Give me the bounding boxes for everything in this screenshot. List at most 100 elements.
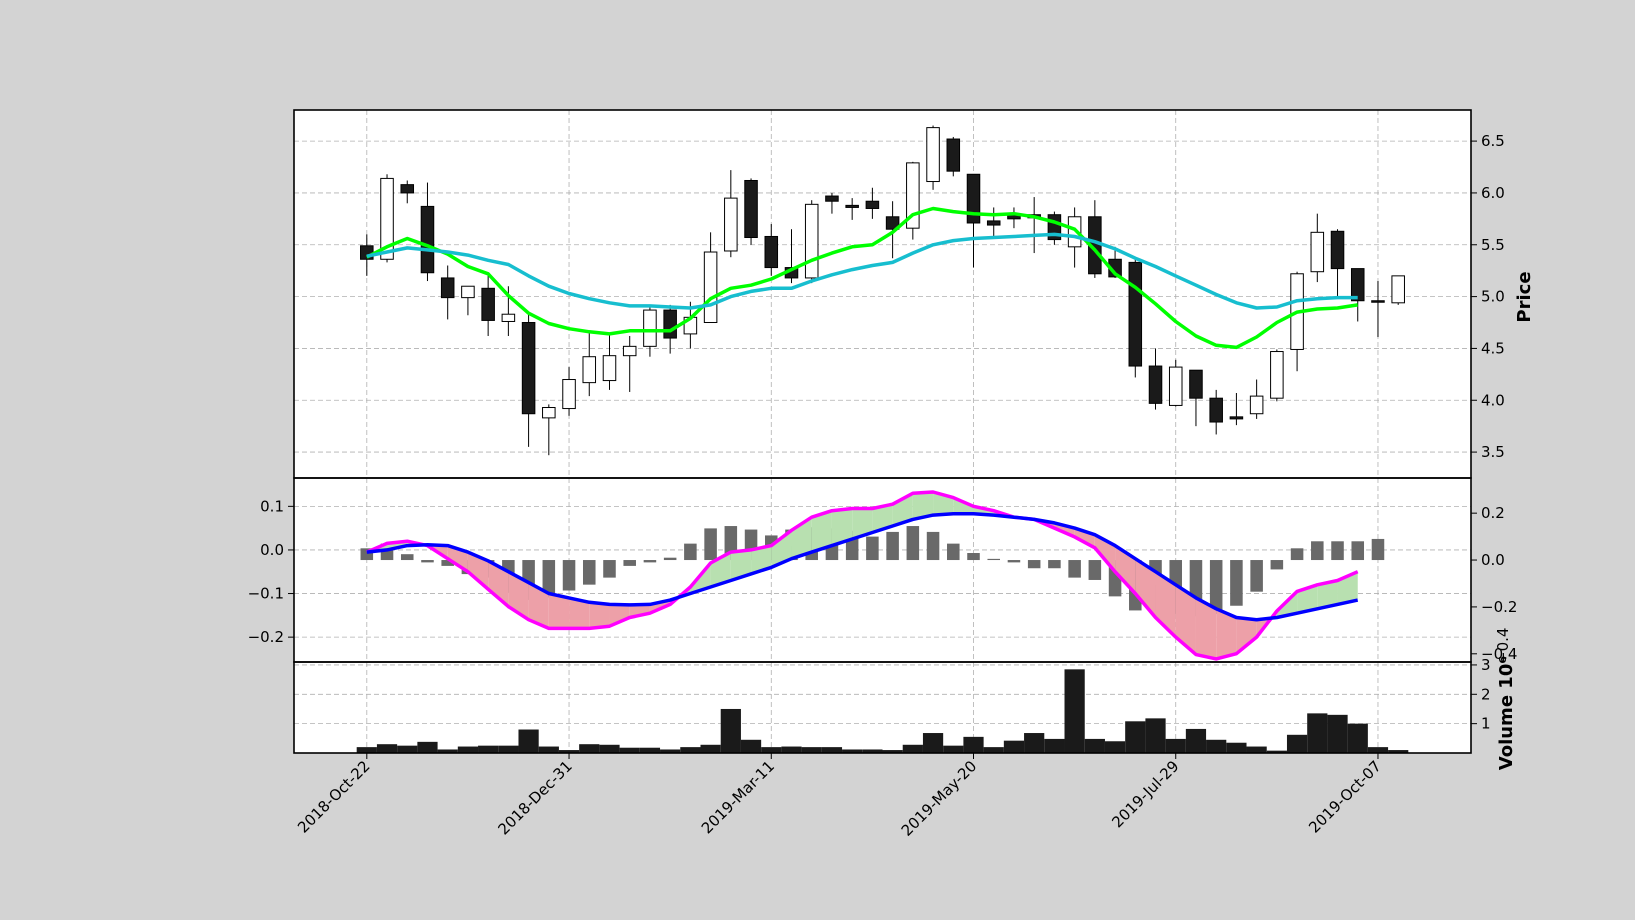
volume-bar <box>862 749 883 753</box>
volume-bar <box>538 746 559 753</box>
macd-right-tick-label: 0.0 <box>1481 551 1505 569</box>
volume-bar <box>397 745 418 753</box>
candle-body <box>1067 216 1082 248</box>
candle-body <box>804 203 819 279</box>
volume-bar <box>1125 721 1146 753</box>
price-y-tick-label: 5.5 <box>1481 236 1505 254</box>
volume-bar <box>1064 669 1085 753</box>
candle-body <box>1209 397 1223 423</box>
grid-lines <box>294 110 1471 753</box>
candle-body <box>582 356 597 384</box>
macd-fill-segment <box>488 560 509 607</box>
candle-body <box>724 197 738 252</box>
macd-marks <box>360 490 1385 661</box>
macd-fill-segment <box>811 510 832 553</box>
candle-body <box>1371 300 1385 303</box>
macd-fill-segment <box>1297 584 1318 614</box>
candle-body <box>521 322 536 415</box>
macd-fill-segment <box>912 491 934 520</box>
price-y-tick-label: 3.5 <box>1481 443 1505 461</box>
volume-bar <box>1003 740 1025 753</box>
candle-body <box>1270 351 1284 399</box>
volume-bar <box>740 739 762 753</box>
macd-histogram-bar <box>906 526 920 561</box>
volume-y-tick-label: 2 <box>1481 685 1491 703</box>
x-tick-label: 2019-May-20 <box>898 757 981 840</box>
volume-bar <box>821 747 843 753</box>
price-y-tick-label: 4.0 <box>1481 391 1505 409</box>
volume-bar <box>1044 738 1065 753</box>
candle-body <box>865 200 880 209</box>
x-tick-label: 2019-Mar-11 <box>698 757 778 837</box>
volume-bar <box>1266 750 1287 753</box>
volume-bar <box>882 750 903 753</box>
volume-bar <box>1165 738 1186 753</box>
macd-fill-segment <box>1317 580 1338 609</box>
macd-fill-segment <box>1135 558 1156 618</box>
volume-bar <box>478 745 499 753</box>
volume-y-tick-label: 3 <box>1481 656 1491 674</box>
volume-bar <box>457 746 479 753</box>
x-tick-label: 2018-Oct-22 <box>294 757 374 837</box>
macd-fill-segment <box>1175 584 1196 655</box>
macd-left-tick-label: −0.2 <box>248 628 284 646</box>
macd-histogram-bar <box>1068 560 1081 578</box>
volume-axis-title: Volume 10⁶ <box>1496 656 1517 771</box>
volume-bar <box>619 747 640 753</box>
volume-bar <box>983 747 1004 753</box>
volume-panel-frame <box>293 661 1472 754</box>
volume-bar <box>781 746 802 753</box>
volume-bar <box>801 747 822 753</box>
macd-fill-segment <box>1074 528 1095 548</box>
volume-bar <box>902 744 923 753</box>
macd-histogram-bar <box>1371 538 1385 561</box>
candle-body <box>1229 416 1244 420</box>
candle-body <box>986 220 1001 226</box>
volume-bar <box>1367 747 1389 753</box>
candle-body <box>1168 366 1183 406</box>
volume-y-tick-label: 1 <box>1481 715 1491 733</box>
macd-histogram-bar <box>704 528 717 561</box>
macd-line <box>366 490 1359 661</box>
volume-bar <box>1226 742 1247 753</box>
macd-histogram-bar <box>684 543 697 561</box>
macd-fill-segment <box>852 508 873 540</box>
candle-body <box>845 204 859 208</box>
macd-left-tick-label: 0.1 <box>260 497 284 515</box>
macd-histogram-bar <box>1250 560 1263 592</box>
price-marks <box>360 125 1405 456</box>
macd-histogram-bar <box>360 548 374 561</box>
candle-body <box>946 138 961 172</box>
macd-histogram-bar <box>441 560 454 566</box>
volume-bar <box>639 747 661 753</box>
candle-body <box>1391 275 1405 304</box>
volume-bar <box>356 747 377 753</box>
macd-histogram-bar <box>582 560 596 585</box>
macd-histogram-bar <box>1088 560 1102 580</box>
price-y-tick-label: 6.5 <box>1481 132 1505 150</box>
price-axis-title: Price <box>1514 271 1535 322</box>
candle-body <box>885 216 900 230</box>
macd-histogram-bar <box>1007 560 1021 563</box>
macd-left-tick-label: 0.0 <box>260 541 284 559</box>
candle-body <box>926 127 940 183</box>
candle-body <box>400 184 415 194</box>
macd-right-tick-label: −0.2 <box>1481 598 1517 616</box>
volume-bar <box>558 750 580 753</box>
macd-histogram-bar <box>1270 560 1284 570</box>
macd-fill-segment <box>508 571 529 620</box>
macd-fill-segment <box>872 504 893 533</box>
candle-body <box>1310 231 1325 273</box>
macd-fill-segment <box>609 604 630 627</box>
volume-bar <box>1206 739 1227 753</box>
candle-body <box>501 313 516 322</box>
macd-histogram-bar <box>663 557 677 561</box>
candle-body <box>825 195 839 202</box>
candle-body <box>663 309 677 339</box>
moving-average-line <box>366 232 1358 310</box>
volume-bar <box>1307 713 1328 753</box>
macd-histogram-bar <box>1311 541 1324 561</box>
candle-body <box>1249 395 1264 415</box>
macd-histogram-bar <box>1351 541 1365 561</box>
